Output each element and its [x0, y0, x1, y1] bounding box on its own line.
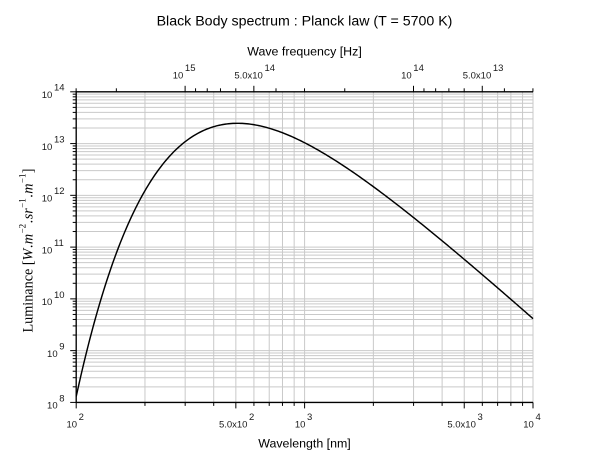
svg-text:2: 2	[79, 412, 84, 423]
svg-text:10: 10	[42, 90, 53, 101]
svg-text:Luminance [W.m−2.sr−1.m−1]: Luminance [W.m−2.sr−1.m−1]	[18, 168, 37, 332]
svg-text:11: 11	[54, 238, 64, 249]
svg-text:10: 10	[47, 401, 58, 412]
svg-text:14: 14	[413, 63, 424, 74]
svg-text:Wavelength [nm]: Wavelength [nm]	[258, 437, 351, 451]
svg-text:14: 14	[264, 63, 275, 74]
svg-text:3: 3	[477, 412, 482, 423]
svg-text:5.0x10: 5.0x10	[219, 420, 248, 431]
svg-text:3: 3	[307, 412, 312, 423]
svg-text:Wave frequency [Hz]: Wave frequency [Hz]	[247, 44, 362, 58]
svg-text:Black Body spectrum : Planck l: Black Body spectrum : Planck law (T = 57…	[157, 14, 453, 30]
svg-text:10: 10	[173, 70, 184, 81]
svg-text:13: 13	[54, 134, 65, 145]
svg-text:12: 12	[54, 186, 65, 197]
svg-text:10: 10	[42, 142, 53, 153]
svg-text:13: 13	[493, 63, 504, 74]
svg-text:10: 10	[295, 420, 306, 431]
svg-text:10: 10	[401, 70, 412, 81]
svg-text:10: 10	[47, 349, 58, 360]
svg-text:9: 9	[59, 342, 64, 353]
svg-text:10: 10	[66, 420, 77, 431]
svg-text:4: 4	[535, 412, 540, 423]
svg-text:10: 10	[54, 290, 65, 301]
svg-text:5.0x10: 5.0x10	[234, 70, 263, 81]
svg-text:10: 10	[523, 420, 534, 431]
svg-text:10: 10	[42, 245, 53, 256]
svg-text:10: 10	[42, 297, 53, 308]
svg-text:2: 2	[249, 412, 254, 423]
svg-text:5.0x10: 5.0x10	[463, 70, 492, 81]
svg-text:8: 8	[59, 393, 64, 404]
svg-text:14: 14	[54, 83, 65, 94]
svg-text:10: 10	[42, 194, 53, 205]
svg-text:5.0x10: 5.0x10	[447, 420, 476, 431]
svg-text:15: 15	[185, 63, 196, 74]
